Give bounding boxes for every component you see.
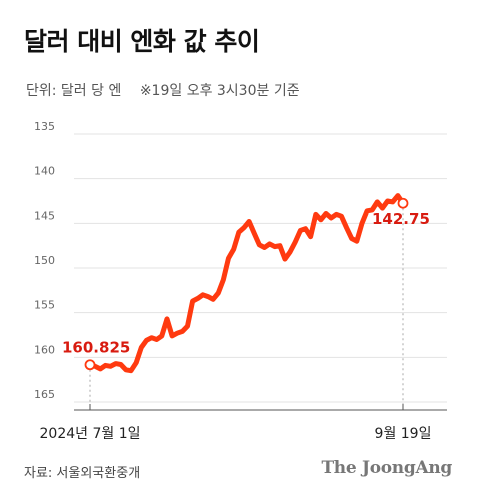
brand-logo: The JoongAng xyxy=(321,458,452,478)
x-tick-label-start: 2024년 7월 1일 xyxy=(40,426,141,442)
source-note: 자료: 서울외국환중개 xyxy=(24,466,141,481)
timestamp-note: ※19일 오후 3시30분 기준 xyxy=(139,83,300,99)
unit-label: 단위: 달러 당 엔 xyxy=(26,83,122,99)
end-value-label: 142.75 xyxy=(372,210,430,228)
grid-lines xyxy=(74,133,447,403)
chart-subtitle: 단위: 달러 당 엔 ※19일 오후 3시30분 기준 xyxy=(26,80,300,100)
start-value-label: 160.825 xyxy=(62,339,130,357)
end-point-marker xyxy=(397,197,409,209)
x-tick-label-end: 9월 19일 xyxy=(375,426,432,442)
y-tick-label: 135 xyxy=(34,120,55,133)
y-tick-label: 140 xyxy=(34,165,55,178)
y-tick-label: 145 xyxy=(34,209,55,222)
y-tick-label: 150 xyxy=(34,254,55,267)
chart-title: 달러 대비 엔화 값 추이 xyxy=(24,27,260,56)
y-axis-ticks: 135 140 145 150 155 160 165 xyxy=(34,120,55,401)
start-point-marker xyxy=(84,359,96,371)
series-line xyxy=(87,193,406,374)
y-tick-label: 165 xyxy=(34,388,55,401)
y-tick-label: 155 xyxy=(34,299,55,312)
y-tick-label: 160 xyxy=(34,343,55,356)
